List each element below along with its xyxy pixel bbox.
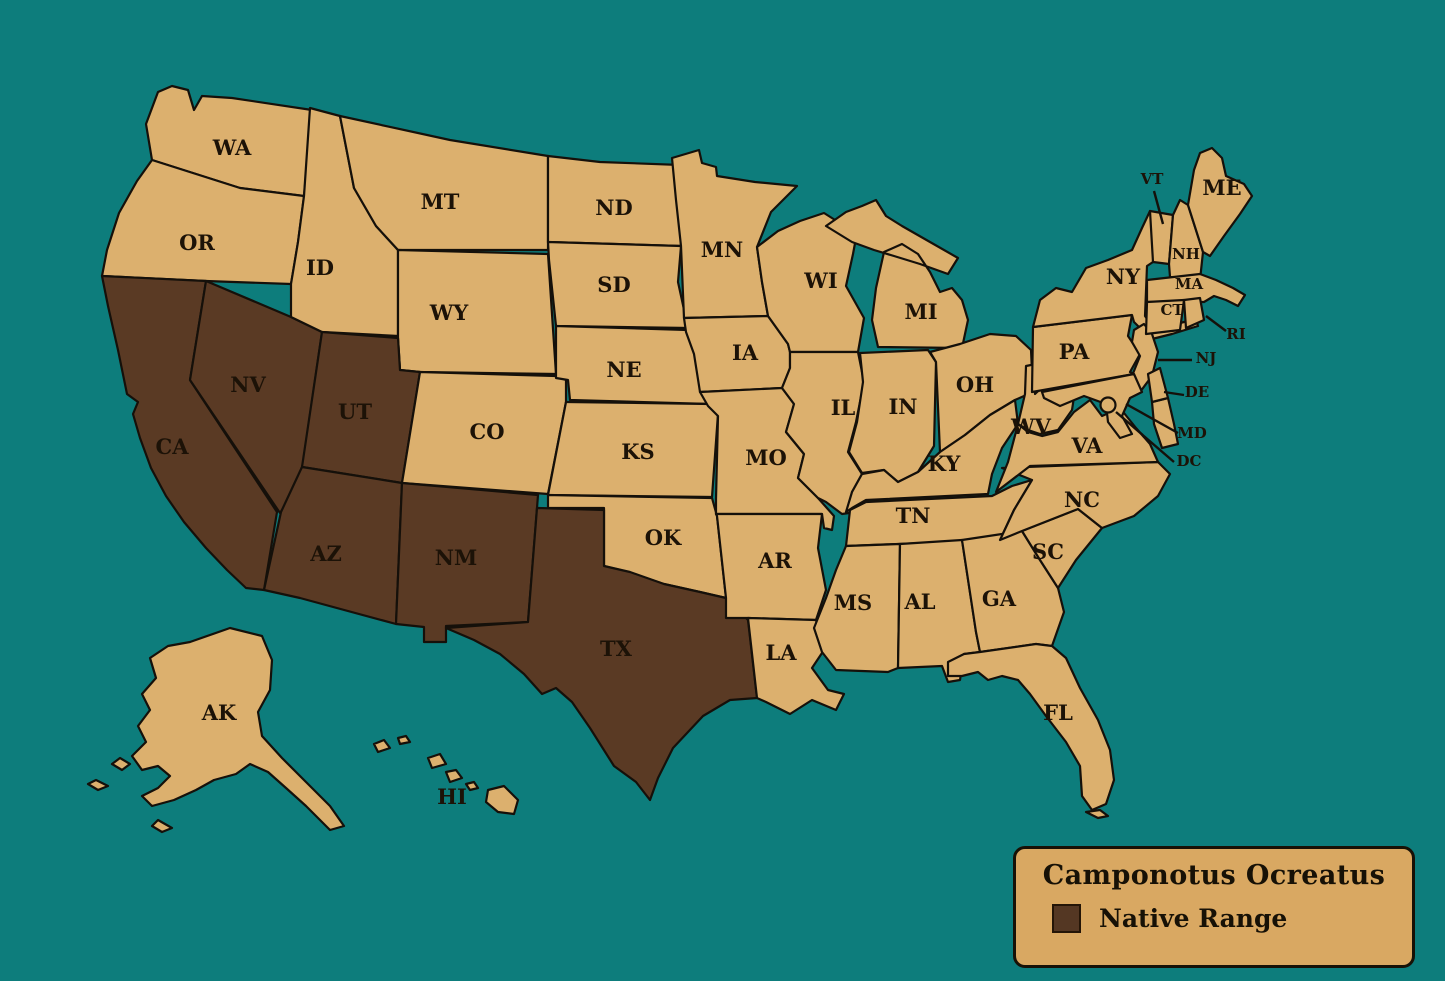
state-label-nm: NM: [435, 545, 477, 570]
state-mn: [670, 148, 799, 320]
legend-item-label: Native Range: [1099, 904, 1288, 933]
state-label-ny: NY: [1106, 264, 1141, 289]
state-nh: [1167, 198, 1205, 282]
leader-line-ri: [1205, 315, 1227, 332]
state-ak: [86, 626, 346, 834]
state-ri: [1182, 296, 1206, 330]
state-label-nd: ND: [595, 195, 632, 220]
state-label-mn: MN: [701, 237, 743, 262]
legend-title: Camponotus Ocreatus: [1042, 860, 1386, 891]
state-label-nc: NC: [1064, 487, 1100, 512]
state-label-ri: RI: [1226, 325, 1245, 343]
state-label-id: ID: [306, 255, 334, 280]
state-label-vt: VT: [1140, 170, 1165, 188]
state-ky: [844, 398, 1020, 514]
state-label-oh: OH: [956, 372, 994, 397]
state-label-sc: SC: [1032, 539, 1064, 564]
state-label-il: IL: [831, 395, 856, 420]
state-label-wv: WV: [1010, 414, 1052, 439]
state-label-ma: MA: [1175, 275, 1204, 293]
state-label-ky: KY: [928, 451, 962, 476]
state-mi: [824, 198, 970, 350]
state-label-wi: WI: [803, 268, 837, 293]
state-tx: [444, 506, 759, 802]
state-label-ia: IA: [732, 340, 759, 365]
state-label-md: MD: [1177, 424, 1207, 442]
state-me: [1186, 146, 1254, 258]
state-label-mt: MT: [421, 189, 460, 214]
leader-line-de: [1163, 390, 1185, 397]
state-label-nj: NJ: [1196, 349, 1217, 367]
state-label-la: LA: [765, 640, 797, 665]
state-mt: [338, 114, 550, 252]
state-pa: [1030, 313, 1142, 394]
state-ct: [1144, 298, 1186, 336]
state-label-mo: MO: [745, 445, 787, 470]
state-label-ak: AK: [201, 700, 237, 725]
state-label-fl: FL: [1043, 700, 1073, 725]
state-label-wa: WA: [212, 135, 252, 160]
state-label-ks: KS: [621, 439, 654, 464]
state-nc: [998, 460, 1172, 542]
state-label-wy: WY: [429, 300, 470, 325]
state-fl: [946, 642, 1116, 820]
state-label-al: AL: [903, 589, 935, 614]
state-ca: [100, 274, 279, 592]
state-label-tx: TX: [600, 636, 633, 661]
state-label-mi: MI: [904, 299, 937, 324]
state-label-in: IN: [888, 394, 917, 419]
legend-item: Native Range: [1052, 904, 1412, 933]
land-delmarva: [1150, 396, 1180, 450]
state-nm: [394, 481, 540, 644]
state-label-ga: GA: [982, 586, 1017, 611]
state-wy: [396, 248, 558, 376]
state-label-pa: PA: [1059, 339, 1090, 364]
state-label-az: AZ: [309, 541, 342, 566]
state-label-ct: CT: [1160, 301, 1184, 319]
state-label-dc: DC: [1177, 452, 1202, 470]
state-label-tn: TN: [896, 503, 931, 528]
state-label-ms: MS: [834, 590, 872, 615]
state-label-co: CO: [469, 419, 504, 444]
leader-line-vt: [1152, 190, 1165, 225]
state-label-ut: UT: [338, 399, 372, 424]
state-label-nv: NV: [230, 372, 266, 397]
state-label-nh: NH: [1172, 245, 1200, 263]
state-label-sd: SD: [597, 272, 630, 297]
state-md: [1040, 372, 1144, 440]
state-label-va: VA: [1071, 433, 1104, 458]
state-label-ok: OK: [645, 525, 682, 550]
state-wi: [755, 211, 866, 354]
state-de: [1146, 366, 1170, 404]
state-label-me: ME: [1202, 175, 1241, 200]
state-label-hi: HI: [437, 784, 467, 809]
state-label-ar: AR: [757, 548, 792, 573]
state-label-de: DE: [1185, 383, 1209, 401]
state-label-ca: CA: [155, 434, 189, 459]
state-wa: [144, 84, 314, 198]
state-label-ne: NE: [606, 357, 641, 382]
legend: Camponotus Ocreatus Native Range: [1013, 846, 1415, 968]
state-label-or: OR: [179, 230, 215, 255]
dc-marker: [1099, 396, 1117, 414]
state-hi: [372, 734, 520, 816]
leader-line-dc: [1115, 411, 1175, 463]
leader-line-md: [1125, 402, 1179, 435]
legend-swatch-native-range-icon: [1052, 904, 1081, 933]
